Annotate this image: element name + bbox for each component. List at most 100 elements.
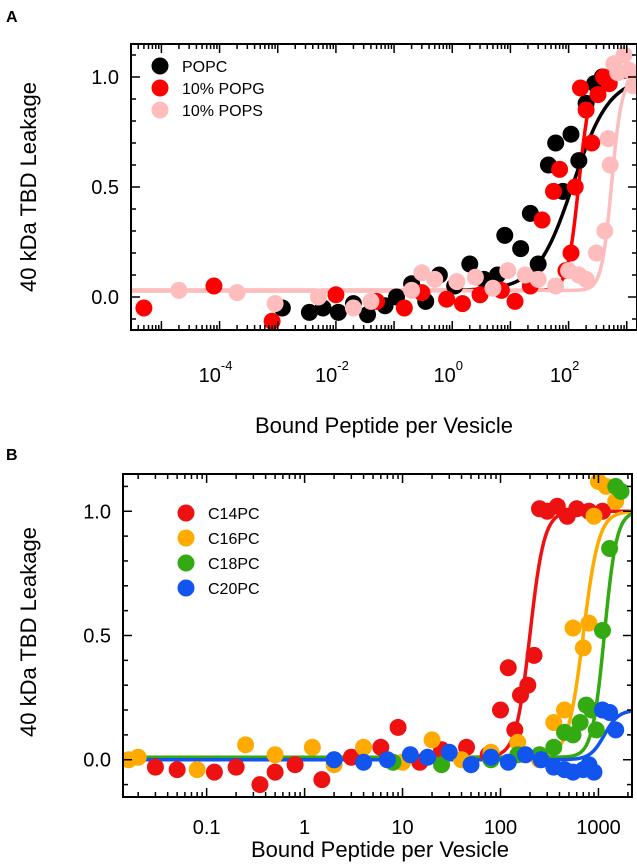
panel-a-x-minor-ticks: [130, 44, 628, 330]
panel-a-point-s1-23: [562, 125, 580, 143]
panel-b-x-tick-label-1: 0.1: [193, 817, 221, 839]
panel-b-point-s4-11: [532, 751, 550, 769]
panel-b-legend-label-1: C14PC: [208, 506, 260, 523]
panel-a-point-s3-20: [587, 244, 605, 262]
panel-b-point-s2-19: [580, 614, 598, 632]
panel-b-point-s2-2: [129, 748, 147, 766]
panel-b-point-s2-15: [545, 713, 563, 731]
panel-b-point-s1-20: [519, 676, 537, 694]
panel-b-point-s4-1: [325, 751, 343, 769]
panel-b-y-tick-label-3: 1.0: [83, 501, 111, 523]
panel-a-point-s3-7: [403, 281, 421, 299]
panel-a-point-s1-6: [359, 306, 377, 324]
panel-b-legend-marker-2: [177, 529, 195, 547]
panel-b-legend-label-4: C20PC: [208, 581, 260, 598]
panel-a-point-s1-24: [570, 152, 588, 170]
panel-a-point-s1-2: [300, 303, 318, 321]
panel-a-y-tick-label-1: 0.0: [91, 287, 119, 309]
panel-b-point-s1-8: [313, 771, 331, 789]
panel-a-point-s1-13: [461, 255, 479, 273]
panel-b-point-s1-2: [168, 761, 186, 779]
panel-a-x-tick-label-1: 10-4: [199, 358, 233, 387]
panel-b-point-s2-4: [237, 736, 255, 754]
panel-a-point-s1-4: [329, 303, 347, 321]
panel-b-y-axis-title: 40 kDa TBD Leakage: [16, 527, 41, 737]
panel-a-x-axis-title: Bound Peptide per Vesicle: [255, 413, 513, 438]
panel-a-point-s3-23: [601, 156, 619, 174]
panel-b-point-s2-5: [266, 746, 284, 764]
panel-a-point-s2-21: [577, 101, 595, 119]
panel-b-legend: C14PC C16PC C18PC C20PC: [177, 504, 260, 598]
panel-a-point-s1-21: [547, 134, 565, 152]
panel-b-point-s2-3: [188, 761, 206, 779]
panel-a-point-s3-22: [599, 130, 617, 148]
panel-b-legend-marker-1: [177, 504, 195, 522]
panel-a-point-s3-4: [309, 288, 327, 306]
panel-a-legend-marker-3: [151, 101, 169, 119]
panel-b-point-s1-6: [266, 763, 284, 781]
panel-b-point-s4-3: [378, 751, 396, 769]
panel-a-point-s2-2: [205, 277, 223, 295]
panel-a-point-s3-28: [624, 77, 637, 95]
panel-a-legend-label-1: POPC: [182, 59, 227, 76]
panel-b-point-s4-10: [517, 746, 535, 764]
panel-a-y-tick-label-3: 1.0: [91, 67, 119, 89]
panel-b-point-s3-17: [612, 482, 630, 500]
panel-b-point-s2-17: [564, 619, 582, 637]
panel-b-point-s1-16: [492, 701, 509, 719]
panel-b-point-s3-7: [545, 738, 563, 756]
panel-b-point-s4-4: [401, 746, 419, 764]
panel-a-point-s2-18: [562, 244, 580, 262]
panel-a-point-s2-3: [263, 312, 281, 330]
panel-b-point-s3-15: [601, 540, 619, 558]
panel-a-point-s2-14: [533, 211, 551, 229]
panel-a-legend: POPC 10% POPG 10% POPS: [151, 57, 265, 120]
panel-a-legend-label-3: 10% POPS: [182, 103, 263, 120]
panel-b-x-tick-label-2: 1: [299, 817, 310, 839]
panel-b-point-s3-9: [564, 726, 582, 744]
panel-a-y-axis-title: 40 kDa TBD Leakage: [16, 82, 41, 292]
panel-a-point-s3-1: [170, 281, 188, 299]
panel-b-x-tick-label-3: 10: [391, 817, 413, 839]
panel-a-point-s3-26: [615, 46, 633, 64]
panel-b-y-ticks: [123, 485, 632, 786]
panel-a-point-s3-27: [620, 61, 637, 79]
panel-b-point-s1-3: [205, 763, 223, 781]
panel-a-point-s3-14: [516, 266, 534, 284]
panel-a-x-tick-label-3: 100: [434, 358, 463, 387]
panel-a-point-s1-16: [496, 226, 514, 244]
panel-b-legend-label-2: C16PC: [208, 531, 260, 548]
panel-a-point-s3-5: [344, 299, 362, 317]
panel-b-point-s1-11: [389, 718, 407, 736]
panel-b-y-tick-label-1: 0.0: [83, 750, 111, 772]
panel-b-point-s4-5: [419, 748, 437, 766]
panel-a-point-s2-4: [327, 286, 345, 304]
panel-a-point-s3-21: [596, 222, 614, 240]
panel-b-point-s2-18: [574, 639, 592, 657]
panel-a-point-s2-6: [395, 299, 413, 317]
panel-b-point-s4-19: [601, 704, 619, 722]
panel-b-point-s4-17: [585, 763, 603, 781]
panel-a-point-s3-6: [362, 292, 380, 310]
panel-b-point-s4-7: [462, 756, 480, 774]
panel-a-point-s2-23: [589, 86, 607, 104]
panel-b-x-tick-label-4: 100: [484, 817, 517, 839]
panel-b-point-s2-10: [423, 731, 441, 749]
panel-a-point-s3-19: [577, 270, 595, 288]
panel-a-point-s3-8: [413, 264, 431, 282]
chart-panel-b: 40 kDa TBD Leakage Bound Peptide per Ves…: [16, 472, 633, 862]
panel-a-point-s3-12: [484, 279, 502, 297]
panel-a-point-s3-3: [266, 295, 284, 313]
panel-b-point-s2-20: [585, 507, 603, 525]
panel-b-x-axis-title: Bound Peptide per Vesicle: [251, 837, 509, 862]
panel-b-point-s1-4: [227, 758, 245, 776]
panel-b-point-s2-8: [355, 738, 373, 756]
panel-b-data-points: [123, 472, 630, 794]
panel-b-legend-marker-3: [177, 554, 195, 572]
panel-a-point-s2-9: [454, 295, 471, 313]
panel-b-legend-label-3: C18PC: [208, 556, 260, 573]
panel-b-point-s1-1: [146, 758, 164, 776]
panel-a-point-s2-22: [583, 134, 601, 152]
panel-b-y-tick-label-2: 0.5: [83, 626, 111, 648]
